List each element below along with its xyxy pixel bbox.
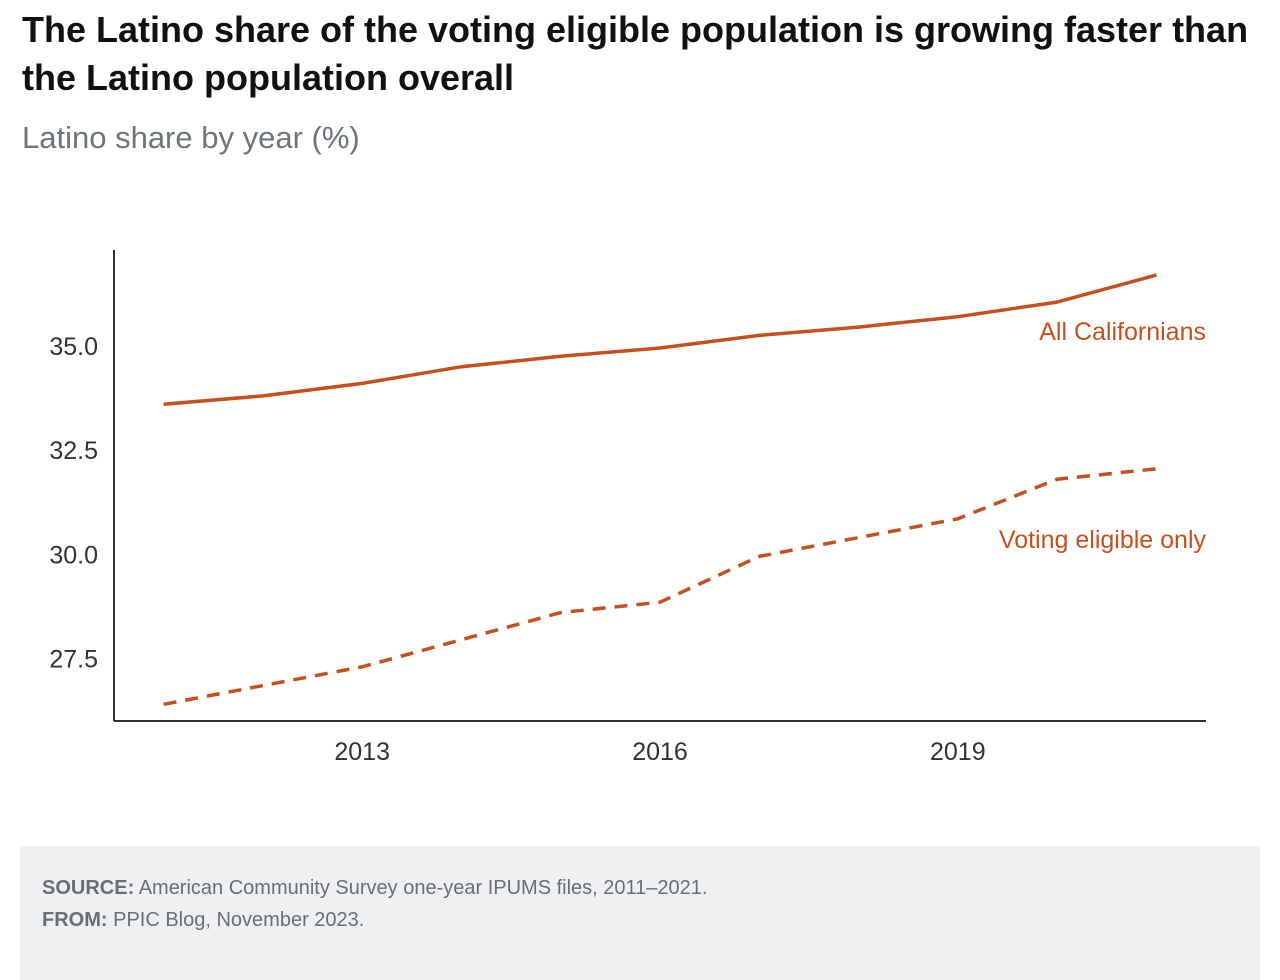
source-footer: SOURCE: American Community Survey one-ye… <box>20 846 1260 980</box>
from-label: FROM: <box>42 909 108 931</box>
series-labels: All Californians Voting eligible only <box>999 318 1207 554</box>
x-tick-label: 2019 <box>930 738 986 766</box>
tick-labels: 27.5 30.0 32.5 35.0 2013 2016 2019 <box>49 333 985 766</box>
y-tick-label: 35.0 <box>49 333 98 361</box>
from-note: FROM: PPIC Blog, November 2023. <box>42 909 364 932</box>
series-label-all-californians: All Californians <box>1039 318 1206 346</box>
series-line-voting-eligible <box>163 467 1157 707</box>
series-line-all-californians <box>163 273 1157 406</box>
source-note: SOURCE: American Community Survey one-ye… <box>42 877 707 900</box>
from-text: PPIC Blog, November 2023. <box>107 909 365 931</box>
source-text: American Community Survey one-year IPUMS… <box>134 877 708 899</box>
series-label-voting-eligible: Voting eligible only <box>999 526 1207 554</box>
y-tick-label: 32.5 <box>49 437 98 465</box>
source-label: SOURCE: <box>42 877 135 899</box>
y-tick-label: 27.5 <box>49 645 98 673</box>
chart-subtitle: Latino share by year (%) <box>22 120 360 155</box>
series-lines <box>163 273 1157 707</box>
line-chart: 27.5 30.0 32.5 35.0 2013 2016 2019 All Califor… <box>49 250 1207 766</box>
x-tick-label: 2013 <box>334 738 390 766</box>
chart-title: The Latino share of the voting eligible … <box>22 9 1249 98</box>
axes <box>113 250 1206 722</box>
y-tick-label: 30.0 <box>49 541 98 569</box>
x-tick-label: 2016 <box>632 738 688 766</box>
